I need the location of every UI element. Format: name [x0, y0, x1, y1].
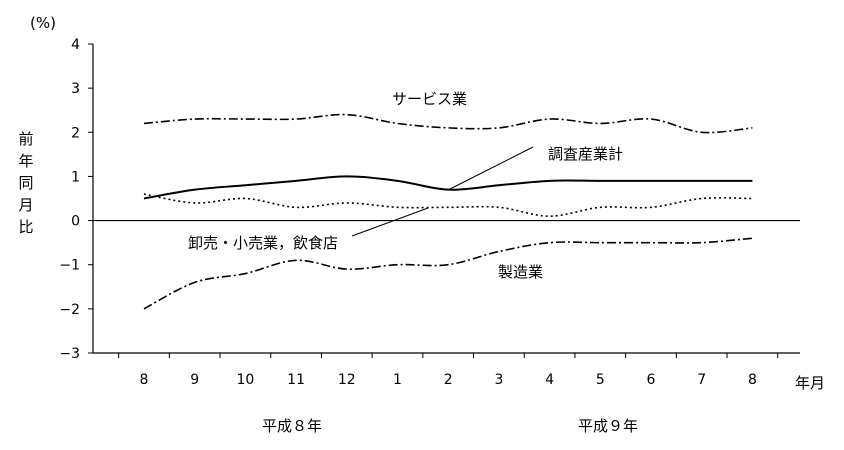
leader-line-wholesale-retail: [351, 207, 429, 237]
series-label-wholesale-retail: 卸売・小売業，飲食店: [188, 234, 339, 252]
series-label-manufacturing: 製造業: [498, 263, 544, 281]
x-tick-label: 7: [697, 372, 706, 388]
series-line-2: [143, 193, 753, 217]
x-tick-label: 6: [647, 372, 656, 388]
y-tick-label: 1: [71, 169, 80, 185]
x-tick-label: 8: [140, 372, 149, 388]
unit-label: (%): [30, 14, 56, 32]
x-axis-label: 年月: [795, 374, 826, 392]
axes: [88, 43, 800, 358]
x-tick-label: 9: [190, 372, 199, 388]
x-tick-label: 12: [338, 372, 356, 388]
y-axis-label: 前年同月比: [18, 130, 34, 236]
x-tick-label: 4: [545, 372, 554, 388]
x-tick-label: 3: [494, 372, 503, 388]
year-label-1: 平成８年: [262, 417, 323, 435]
x-tick-label: 10: [236, 372, 254, 388]
series-lines: [143, 113, 753, 310]
y-tick-label: 3: [71, 81, 80, 97]
series-label-all-industries: 調査産業計: [548, 145, 624, 163]
series-line-3: [143, 237, 753, 310]
y-tick-label: −2: [59, 302, 80, 318]
x-tick-label: 2: [444, 372, 453, 388]
x-tick-label: 5: [596, 372, 605, 388]
series-line-0: [143, 113, 753, 134]
x-tick-label: 11: [287, 372, 305, 388]
leader-lines: [351, 146, 534, 237]
x-tick-label: 8: [748, 372, 757, 388]
y-tick-label: −1: [59, 258, 80, 274]
x-tick-label: 1: [393, 372, 402, 388]
series-line-1: [143, 175, 753, 200]
y-tick-label: 4: [71, 37, 80, 53]
y-tick-label: −3: [59, 346, 80, 362]
y-tick-label: 0: [71, 214, 80, 230]
leader-line-all-industries: [447, 146, 534, 191]
series-label-service: サービス業: [392, 90, 468, 108]
year-label-2: 平成９年: [578, 417, 639, 435]
y-tick-label: 2: [71, 125, 80, 141]
